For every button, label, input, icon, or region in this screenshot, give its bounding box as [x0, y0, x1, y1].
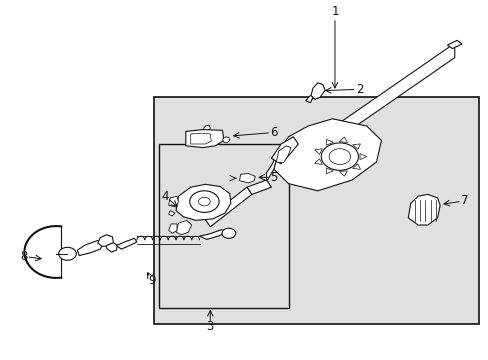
Circle shape [321, 143, 358, 170]
Polygon shape [199, 230, 226, 239]
Polygon shape [222, 137, 229, 143]
Polygon shape [205, 187, 251, 227]
Polygon shape [359, 154, 366, 159]
Polygon shape [168, 196, 178, 207]
Polygon shape [266, 151, 278, 182]
Circle shape [222, 228, 235, 238]
Polygon shape [352, 144, 360, 149]
Text: 6: 6 [269, 126, 277, 139]
Text: 4: 4 [161, 190, 169, 203]
Polygon shape [325, 168, 333, 174]
Polygon shape [447, 40, 461, 49]
Polygon shape [116, 238, 137, 249]
Polygon shape [314, 159, 322, 165]
Polygon shape [168, 211, 175, 216]
Text: 8: 8 [20, 250, 27, 263]
Polygon shape [239, 174, 255, 183]
Polygon shape [185, 130, 224, 148]
Polygon shape [168, 224, 177, 233]
Polygon shape [339, 137, 346, 143]
Polygon shape [98, 235, 113, 246]
Polygon shape [106, 243, 117, 252]
Polygon shape [407, 194, 439, 225]
Text: 7: 7 [460, 194, 468, 207]
Text: 9: 9 [147, 274, 155, 287]
Polygon shape [352, 164, 360, 169]
Polygon shape [203, 125, 210, 132]
Polygon shape [176, 220, 191, 235]
Circle shape [198, 197, 210, 206]
Polygon shape [305, 95, 312, 103]
Polygon shape [190, 133, 211, 144]
Circle shape [59, 247, 76, 260]
Polygon shape [314, 149, 322, 154]
Polygon shape [273, 119, 381, 191]
Text: 2: 2 [355, 83, 363, 96]
Polygon shape [325, 139, 333, 145]
Polygon shape [77, 240, 103, 256]
Polygon shape [176, 184, 230, 220]
Polygon shape [246, 180, 271, 194]
Polygon shape [310, 83, 325, 99]
Circle shape [328, 149, 350, 165]
Text: 5: 5 [269, 171, 277, 184]
Bar [154, 97, 478, 324]
Text: 3: 3 [206, 320, 214, 333]
Polygon shape [271, 137, 298, 164]
Text: 1: 1 [330, 5, 338, 18]
Polygon shape [293, 43, 454, 169]
Polygon shape [339, 171, 346, 176]
Circle shape [189, 191, 219, 212]
Polygon shape [276, 146, 290, 163]
Bar [159, 144, 288, 308]
